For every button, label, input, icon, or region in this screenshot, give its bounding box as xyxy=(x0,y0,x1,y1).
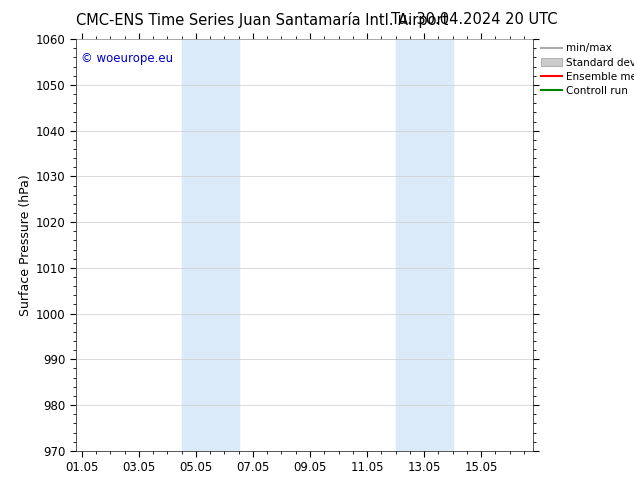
Text: Tu. 30.04.2024 20 UTC: Tu. 30.04.2024 20 UTC xyxy=(391,12,558,27)
Bar xyxy=(396,39,453,451)
Text: © woeurope.eu: © woeurope.eu xyxy=(81,51,173,65)
Text: CMC-ENS Time Series Juan Santamaría Intl. Airport: CMC-ENS Time Series Juan Santamaría Intl… xyxy=(76,12,448,28)
Y-axis label: Surface Pressure (hPa): Surface Pressure (hPa) xyxy=(19,174,32,316)
Bar xyxy=(181,39,238,451)
Legend: min/max, Standard deviation, Ensemble mean run, Controll run: min/max, Standard deviation, Ensemble me… xyxy=(537,39,634,100)
